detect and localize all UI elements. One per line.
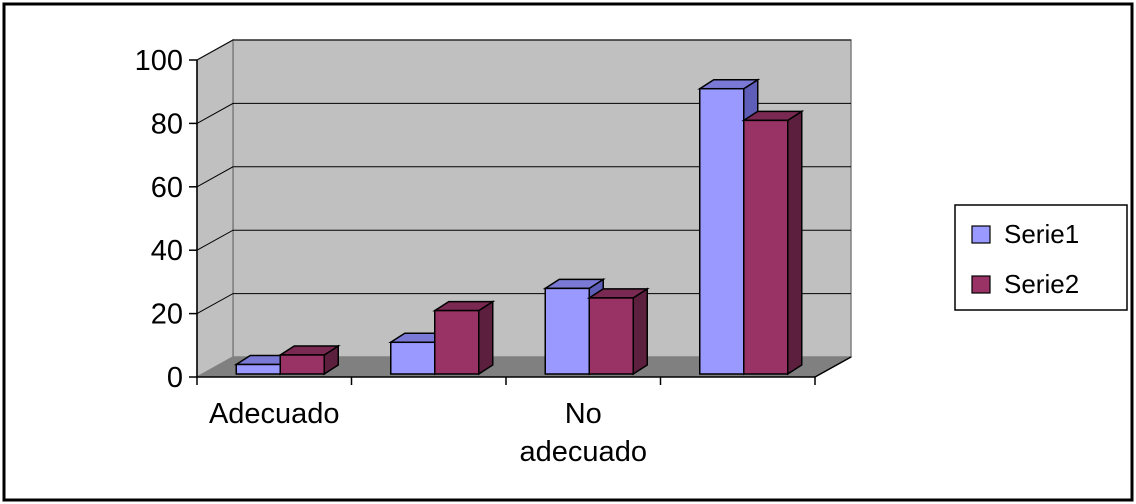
x-tick-label: Adecuado: [209, 398, 340, 430]
bar-serie2-3: [586, 287, 650, 376]
y-axis-ticks: 0 20 40 60 80 100: [135, 45, 852, 394]
y-tick-label: 0: [167, 362, 183, 394]
bar-serie2-1: [277, 344, 341, 376]
bar-serie2-4: [741, 110, 805, 376]
y-tick-label: 60: [151, 172, 183, 204]
y-tick-label: 80: [151, 108, 183, 140]
bar-front: [699, 87, 745, 375]
gridline: [196, 39, 851, 61]
y-tick-label: 100: [135, 45, 183, 77]
legend-swatch-serie1: [971, 225, 991, 244]
bar-front: [390, 341, 436, 375]
x-axis-depth-line: [814, 356, 852, 378]
bar-side: [478, 300, 494, 376]
bar-side: [787, 110, 803, 376]
bars: [233, 78, 805, 376]
bar-front: [743, 119, 789, 375]
legend-label-serie2: Serie2: [1004, 269, 1079, 299]
chart-walls: [195, 38, 853, 379]
gridline: [196, 166, 851, 188]
bar-front: [544, 287, 590, 375]
bar-front: [235, 363, 281, 375]
side-wall: [196, 38, 234, 379]
x-tick-label: No: [565, 398, 602, 430]
bar-front: [588, 297, 634, 375]
bar-front: [279, 354, 325, 375]
y-tick-label: 20: [151, 299, 183, 331]
legend-swatch-serie2: [971, 275, 991, 294]
legend: Serie1 Serie2: [954, 204, 1128, 311]
gridline: [196, 102, 851, 124]
legend-label-serie1: Serie1: [1004, 219, 1079, 249]
x-axis-ticks: Adecuado No adecuado: [196, 377, 816, 468]
bar-front: [434, 309, 480, 375]
y-tick-label: 40: [151, 235, 183, 267]
x-tick-label: adecuado: [520, 436, 647, 468]
bar-side: [632, 287, 648, 376]
bar-serie2-2: [432, 300, 496, 376]
gridline: [196, 229, 851, 251]
